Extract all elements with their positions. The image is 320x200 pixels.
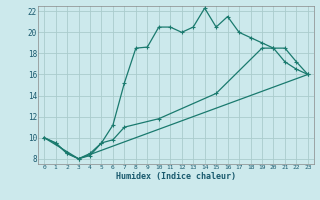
X-axis label: Humidex (Indice chaleur): Humidex (Indice chaleur) — [116, 172, 236, 181]
